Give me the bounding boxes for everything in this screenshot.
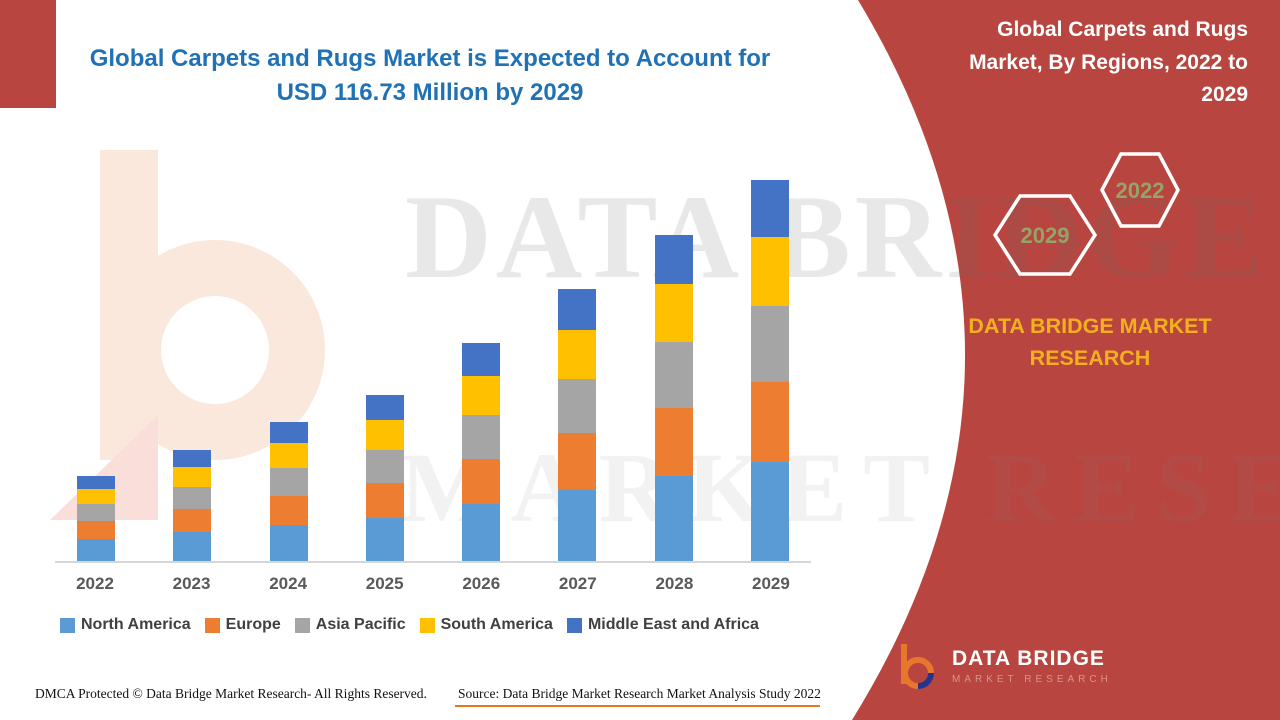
bar-segment-south-america	[365, 419, 404, 450]
chart-legend: North America Europe Asia Pacific South Ame…	[60, 616, 840, 634]
bar-segment-north-america	[462, 504, 501, 561]
bar-segment-south-america	[654, 283, 693, 343]
legend-swatch	[419, 617, 435, 633]
bar-segment-north-america	[269, 524, 308, 561]
x-axis-label: 2023	[172, 574, 211, 593]
bar-segment-middle-east-and-africa	[462, 343, 501, 376]
bar-segment-south-america	[462, 375, 501, 415]
legend-label: Asia Pacific	[315, 616, 406, 633]
databridge-logo-icon	[901, 644, 934, 689]
bar-2027	[558, 289, 597, 561]
bar-segment-middle-east-and-africa	[558, 289, 597, 330]
x-axis-label: 2029	[752, 574, 790, 593]
legend-label: North America	[81, 616, 191, 633]
legend-item: Middle East and Africa	[566, 616, 759, 634]
bar-2022	[77, 476, 115, 561]
panel-title: Global Carpets and Rugs Market, By Regio…	[969, 18, 1248, 107]
legend-swatch	[204, 617, 220, 633]
legend-item: North America	[60, 616, 191, 634]
watermark-text-databridge: DATA BRIDGE	[405, 170, 1269, 303]
bar-segment-north-america	[365, 517, 404, 561]
bar-segment-asia-pacific	[750, 305, 789, 383]
bar-segment-asia-pacific	[173, 486, 212, 510]
x-axis-label: 2026	[462, 574, 501, 593]
bar-2025	[365, 394, 404, 561]
bar-segment-asia-pacific	[77, 503, 115, 521]
bar-segment-middle-east-and-africa	[654, 234, 693, 284]
legend-swatch	[60, 617, 75, 633]
bar-segment-europe	[558, 433, 597, 491]
bar-segment-asia-pacific	[558, 378, 597, 434]
bar-segment-middle-east-and-africa	[750, 180, 789, 238]
bar-segment-north-america	[558, 490, 597, 561]
bar-segment-asia-pacific	[269, 468, 308, 496]
x-axis-label: 2022	[76, 574, 114, 593]
legend-label: South America	[440, 616, 553, 633]
brand-name-gold: DATA BRIDGE MARKET RESEARCH	[968, 314, 1212, 371]
watermark-logo-stem	[100, 150, 158, 460]
bar-segment-south-america	[173, 467, 212, 487]
bar-2028	[654, 234, 693, 561]
x-axis-label: 2024	[269, 574, 308, 593]
bar-segment-europe	[269, 495, 308, 525]
bar-segment-asia-pacific	[654, 342, 693, 408]
legend-swatch	[294, 617, 310, 633]
bar-segment-south-america	[77, 488, 115, 504]
legend-item: Europe	[204, 616, 281, 634]
bar-segment-europe	[750, 382, 789, 463]
bar-segment-europe	[654, 407, 693, 477]
x-axis-label: 2025	[365, 574, 404, 593]
x-axis-label: 2027	[558, 574, 597, 593]
corner-accent	[0, 0, 56, 108]
hexagon-2022-label: 2022	[1116, 178, 1165, 203]
bar-segment-south-america	[558, 329, 597, 379]
logo-block: DATA BRIDGE MARKET RESEARCH	[890, 640, 1112, 692]
bar-segment-north-america	[77, 538, 115, 561]
bar-2026	[462, 343, 501, 561]
hexagon-2029	[992, 194, 1098, 276]
legend-swatch	[566, 617, 582, 633]
bar-segment-asia-pacific	[365, 449, 404, 484]
legend-label: Europe	[225, 616, 281, 633]
hexagon-2029-label: 2029	[1021, 223, 1070, 248]
logo-text: DATA BRIDGE MARKET RESEARCH	[952, 647, 1112, 685]
bar-segment-south-america	[750, 237, 789, 306]
hexagon-2022	[1100, 152, 1180, 228]
bar-segment-north-america	[654, 476, 693, 561]
bar-segment-europe	[77, 520, 115, 539]
bar-segment-middle-east-and-africa	[365, 394, 404, 420]
plot-area	[55, 160, 811, 563]
legend-item: South America	[419, 616, 553, 634]
bar-segment-asia-pacific	[462, 414, 501, 459]
watermark-text-marketresearch: MARKET RESEARCH	[400, 432, 1280, 543]
x-axis-label: 2028	[655, 574, 694, 593]
hexagon-badges: 2029 2022	[992, 152, 1180, 276]
bar-segment-europe	[365, 483, 404, 518]
bar-segment-north-america	[173, 532, 212, 561]
footer-dmca-text: DMCA Protected © Data Bridge Market Rese…	[35, 686, 427, 701]
bar-2024	[269, 422, 308, 561]
bar-2023	[173, 450, 212, 561]
x-axis-labels: 2022 2023 2024 2025 2026 2027 2028 2029	[55, 574, 811, 594]
logo-name: DATA BRIDGE	[952, 647, 1105, 670]
footer-accent-line	[455, 705, 820, 707]
legend-label: Middle East and Africa	[587, 616, 759, 633]
bar-segment-middle-east-and-africa	[269, 422, 308, 444]
page-title: Global Carpets and Rugs Market is Expect…	[89, 45, 771, 106]
logo-subtitle: MARKET RESEARCH	[952, 674, 1112, 685]
legend-item: Asia Pacific	[294, 616, 406, 634]
watermark-logo	[50, 150, 325, 520]
footer-source-text: Source: Data Bridge Market Research Mark…	[458, 686, 821, 701]
bar-segment-middle-east-and-africa	[173, 450, 212, 468]
bar-2029	[750, 180, 789, 561]
bar-segment-europe	[462, 458, 501, 505]
logo-icon-swoosh	[917, 672, 934, 689]
bar-segment-north-america	[750, 462, 789, 561]
bar-segment-middle-east-and-africa	[77, 476, 115, 489]
bar-segment-south-america	[269, 443, 308, 469]
bar-segment-europe	[173, 509, 212, 533]
watermark-logo-bowl	[105, 240, 325, 460]
